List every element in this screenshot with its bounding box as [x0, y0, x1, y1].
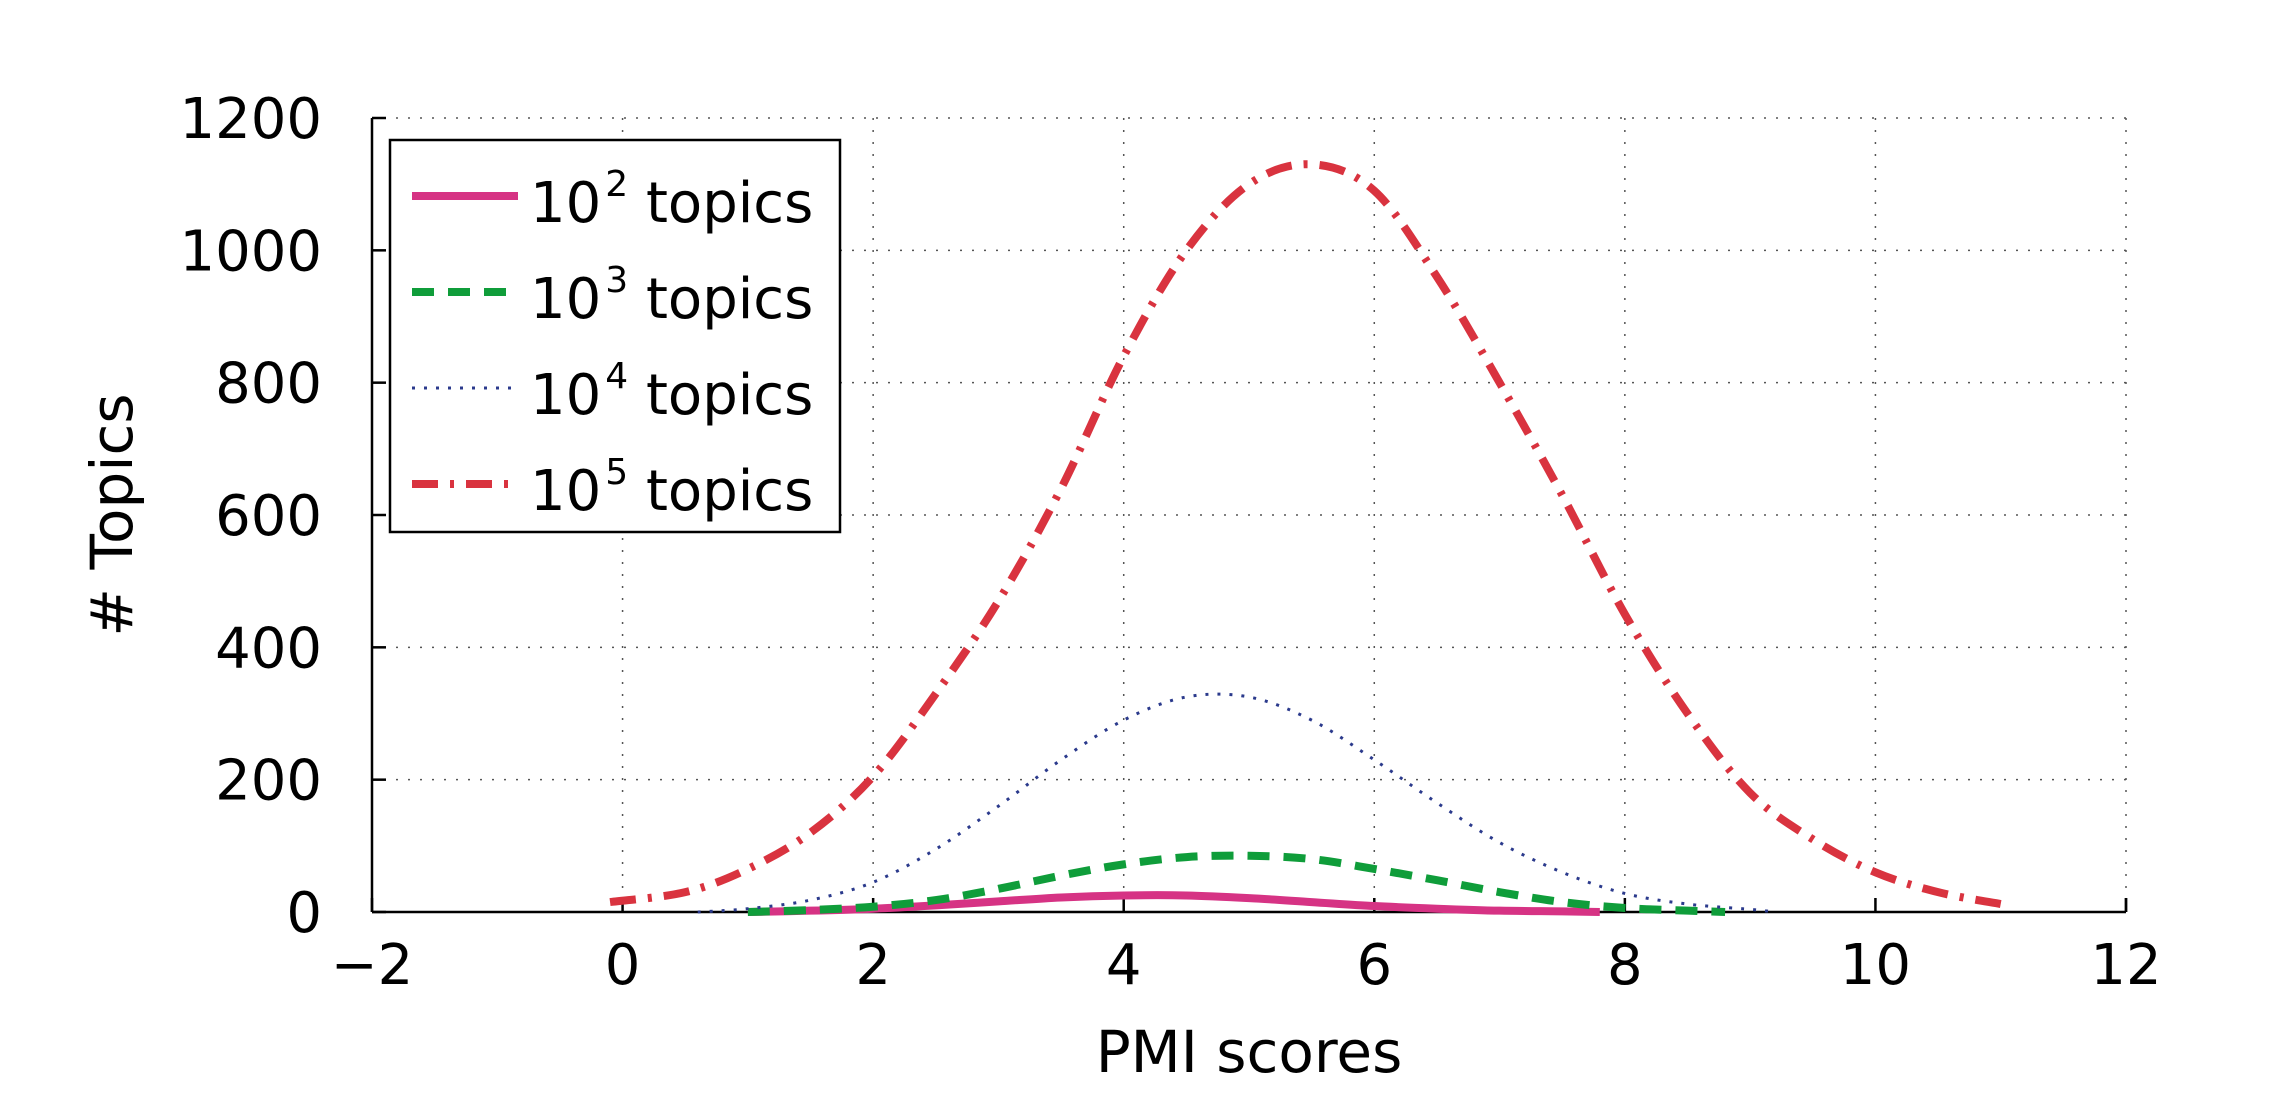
x-tick-label: 6 — [1356, 933, 1392, 998]
legend-box — [388, 138, 842, 534]
legend-label-2: 10 3 topics — [530, 260, 813, 332]
x-axis-label: PMI scores — [1096, 1018, 1403, 1086]
x-axis-ticks: −2 0 2 4 6 8 10 12 — [331, 898, 2162, 998]
x-tick-label: 10 — [1840, 933, 1911, 998]
y-tick-label: 400 — [215, 616, 322, 681]
legend-label-3: 10 4 topics — [530, 356, 813, 428]
y-axis-label: # Topics — [78, 393, 146, 636]
series-line-1 — [747, 891, 1600, 916]
series-line-4 — [609, 160, 2002, 908]
legend-label-4: 10 5 topics — [530, 452, 813, 524]
y-tick-label: 800 — [215, 352, 322, 417]
x-tick-label: 8 — [1607, 933, 1643, 998]
series-lines — [609, 160, 2002, 916]
grid-lines — [370, 117, 2127, 914]
y-tick-label: 200 — [215, 749, 322, 814]
x-tick-label: 12 — [2090, 933, 2161, 998]
x-tick-label: 4 — [1106, 933, 1142, 998]
series-line-2 — [747, 851, 1726, 916]
y-tick-label: 600 — [215, 484, 322, 549]
x-tick-label: 2 — [855, 933, 891, 998]
legend-label-1: 10 2 topics — [530, 164, 813, 236]
y-tick-label: 1200 — [179, 87, 322, 152]
x-tick-label: 0 — [605, 933, 641, 998]
series-line-3 — [697, 692, 1776, 914]
x-tick-label: −2 — [331, 933, 414, 998]
y-tick-label: 0 — [286, 881, 322, 946]
y-tick-label: 1000 — [179, 219, 322, 284]
legend: 10 2 topics 10 3 topics 10 4 topics 10 5 topics — [388, 138, 842, 534]
y-axis-ticks: 0 200 400 600 800 1000 1200 — [179, 87, 386, 946]
